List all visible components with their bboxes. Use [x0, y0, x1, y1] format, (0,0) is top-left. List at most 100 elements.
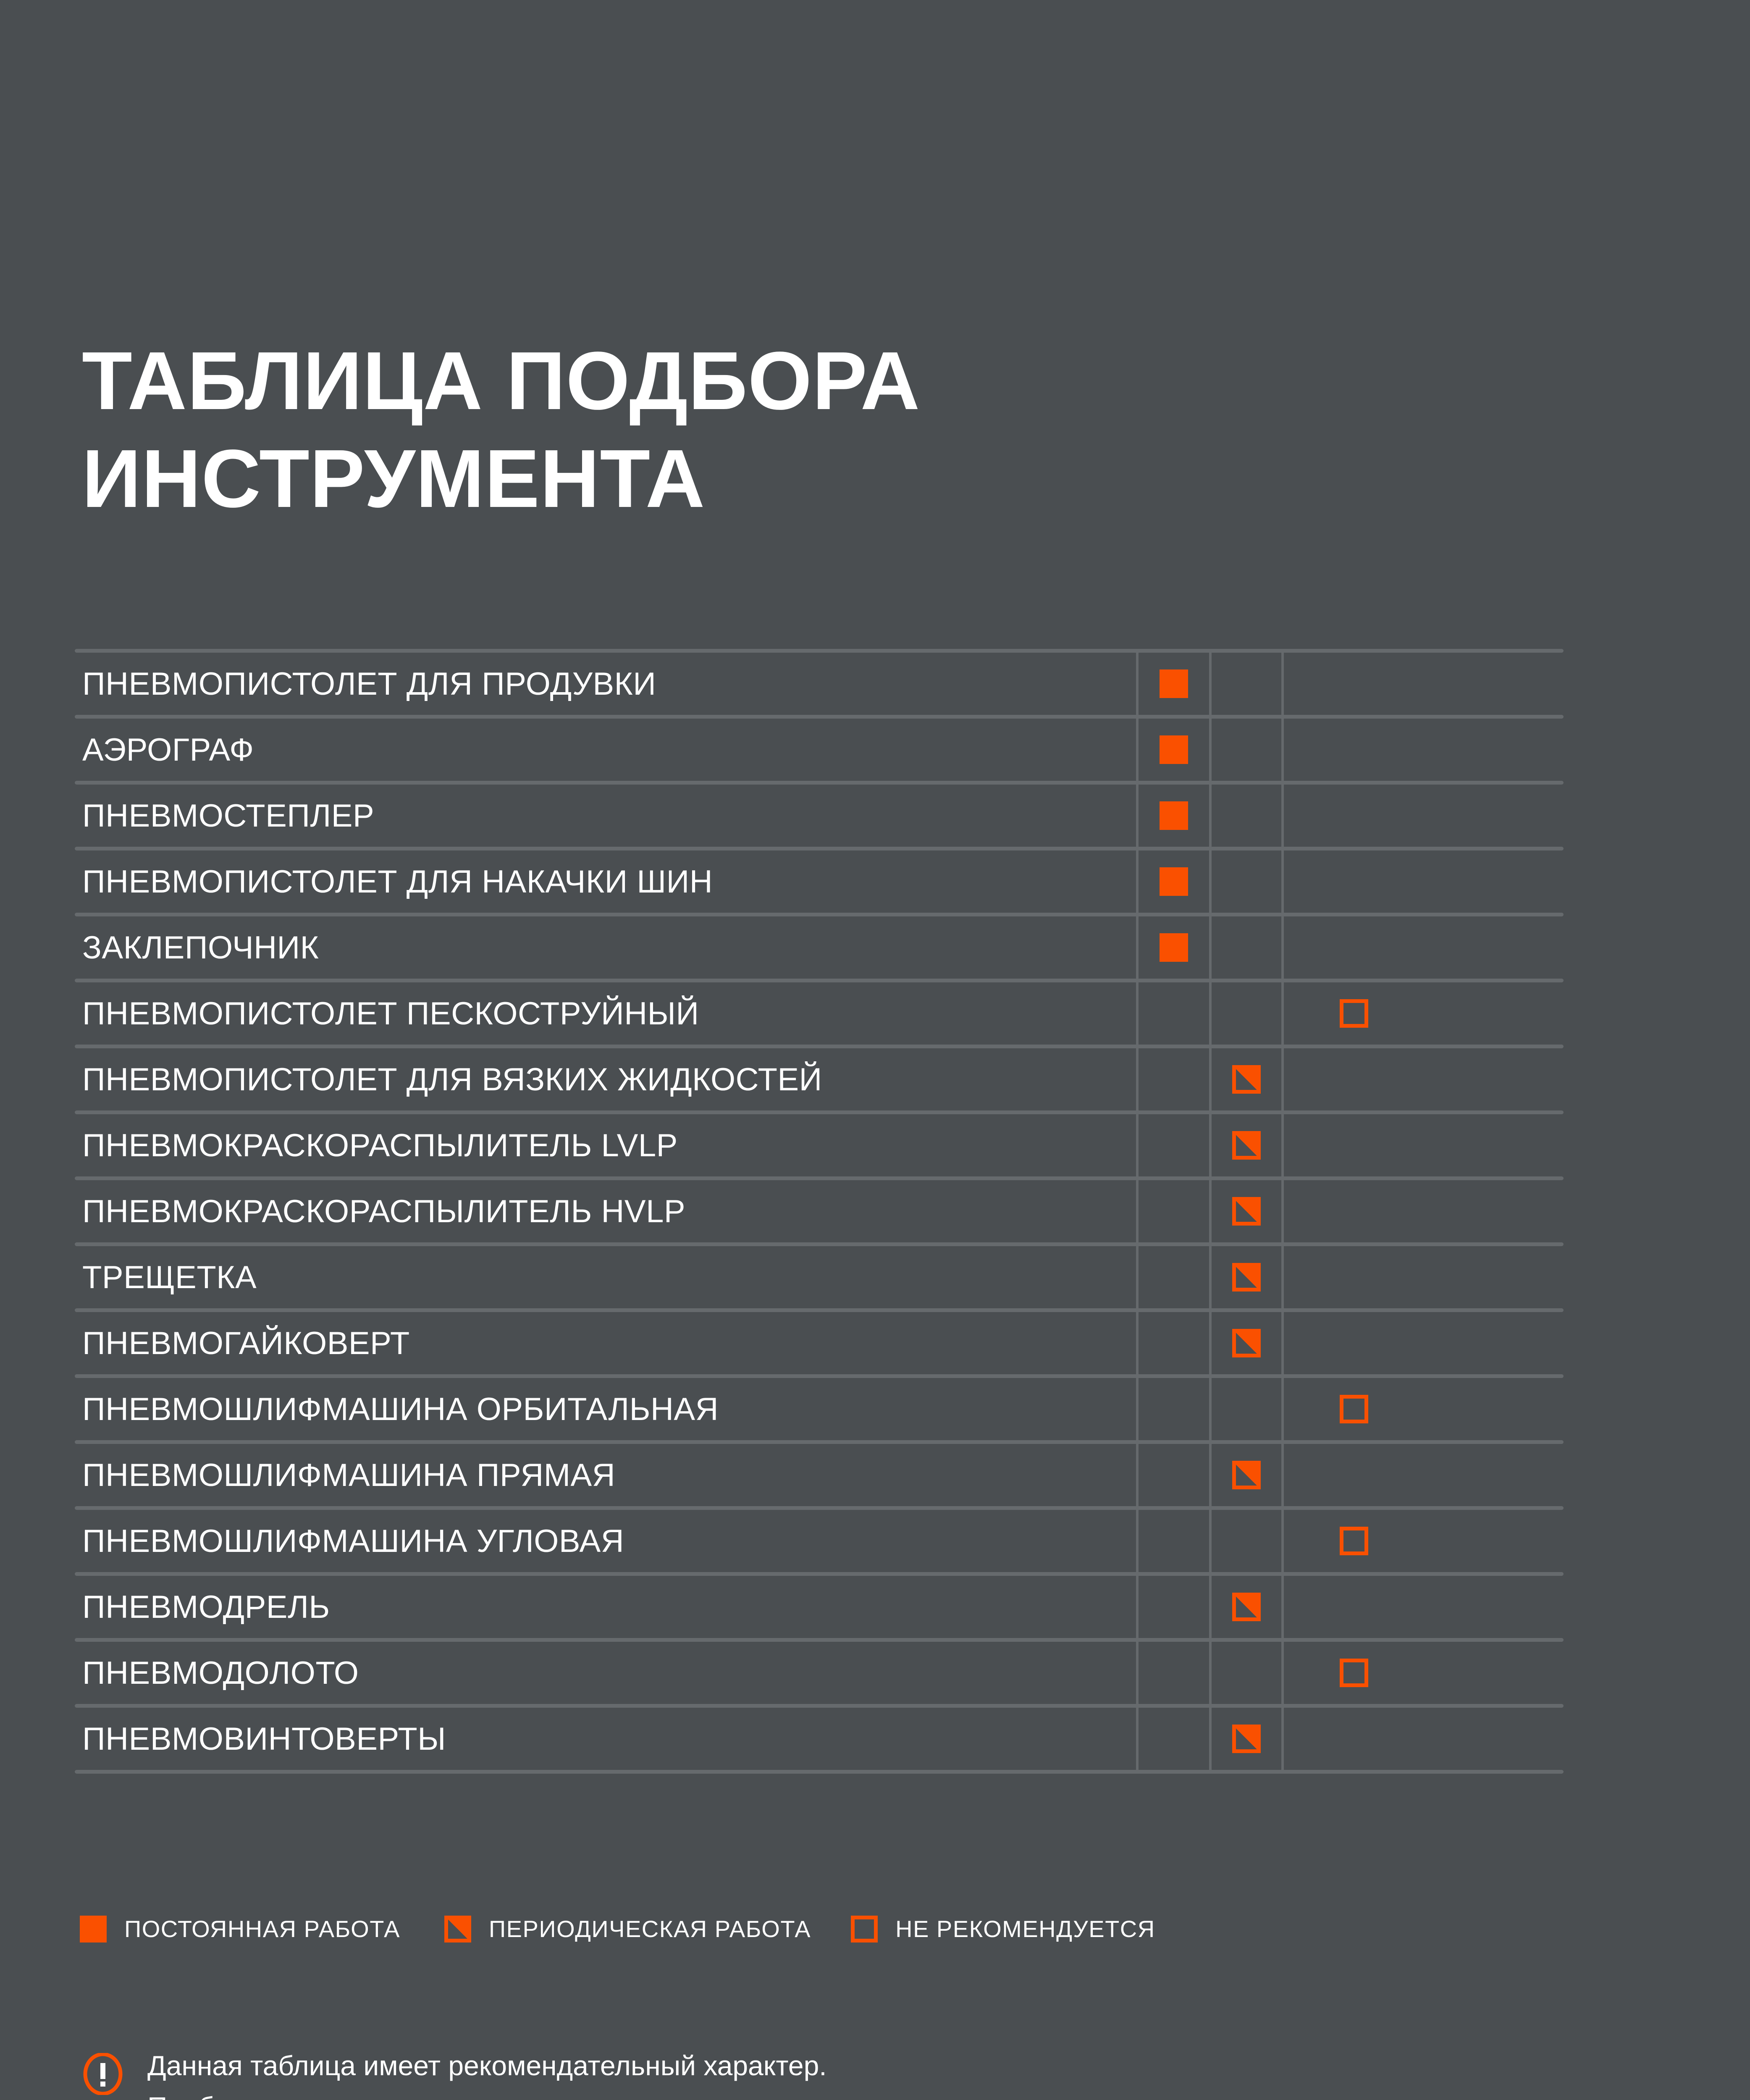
empty-mark — [1160, 1065, 1188, 1094]
tool-name: ПНЕВМОПИСТОЛЕТ ДЛЯ ВЯЗКИХ ЖИДКОСТЕЙ — [82, 1061, 822, 1097]
mark-cell-col3[interactable] — [1281, 1312, 1424, 1374]
mark-cell-col1[interactable] — [1136, 916, 1209, 979]
mark-cell-col2[interactable] — [1209, 785, 1281, 847]
mark-cell-col2[interactable] — [1209, 1048, 1281, 1110]
mark-cell-col2[interactable] — [1209, 1576, 1281, 1638]
empty-mark — [1232, 735, 1261, 764]
mark-cell-col2[interactable] — [1209, 1444, 1281, 1506]
empty-mark — [1160, 1395, 1188, 1423]
table-row[interactable]: ПНЕВМОШЛИФМАШИНА ПРЯМАЯ — [75, 1444, 1564, 1506]
table-row[interactable]: ПНЕВМОДРЕЛЬ — [75, 1576, 1564, 1638]
mark-cell-col3[interactable] — [1281, 1708, 1424, 1770]
solid-legend-icon — [80, 1915, 107, 1942]
mark-cell-col1[interactable] — [1136, 1312, 1209, 1374]
mark-cell-col2[interactable] — [1209, 1312, 1281, 1374]
mark-cell-col2[interactable] — [1209, 1510, 1281, 1572]
tool-selection-table: ПНЕВМОПИСТОЛЕТ ДЛЯ ПРОДУВКИ АЭРОГРАФ ПНЕВМ… — [75, 649, 1564, 1774]
mark-cell-col2[interactable] — [1209, 1180, 1281, 1242]
mark-cell-col2[interactable] — [1209, 1708, 1281, 1770]
table-row[interactable]: ПНЕВМОШЛИФМАШИНА ОРБИТАЛЬНАЯ — [75, 1378, 1564, 1440]
mark-cell-col3[interactable] — [1281, 1114, 1424, 1176]
table-row[interactable]: ПНЕВМОДОЛОТО — [75, 1642, 1564, 1704]
half-mark-icon — [1232, 1197, 1261, 1226]
table-row[interactable]: ЗАКЛЕПОЧНИК — [75, 916, 1564, 979]
mark-cell-col1[interactable] — [1136, 1048, 1209, 1110]
mark-cell-col3[interactable] — [1281, 1444, 1424, 1506]
tool-name: ПНЕВМОПИСТОЛЕТ ДЛЯ ПРОДУВКИ — [82, 666, 656, 702]
footnote-text: Данная таблица имеет рекомендательный ха… — [147, 2045, 951, 2100]
mark-cell-col2[interactable] — [1209, 719, 1281, 781]
tool-name: ПНЕВМОПИСТОЛЕТ ДЛЯ НАКАЧКИ ШИН — [82, 864, 713, 900]
mark-cell-col1[interactable] — [1136, 1114, 1209, 1176]
mark-cell-col3[interactable] — [1281, 1576, 1424, 1638]
table-row[interactable]: ПНЕВМОКРАСКОРАСПЫЛИТЕЛЬ LVLP — [75, 1114, 1564, 1176]
table-row[interactable]: ПНЕВМОГАЙКОВЕРТ — [75, 1312, 1564, 1374]
table-rule — [75, 1572, 1564, 1576]
footnote-line-2: Подбор зависит от характеристик самого п… — [147, 2087, 951, 2100]
mark-cell-col2[interactable] — [1209, 916, 1281, 979]
solid-mark-icon — [1160, 933, 1188, 962]
table-row[interactable]: АЭРОГРАФ — [75, 719, 1564, 781]
table-row[interactable]: ПНЕВМОВИНТОВЕРТЫ — [75, 1708, 1564, 1770]
mark-cell-col1[interactable] — [1136, 653, 1209, 715]
table-rule — [75, 1506, 1564, 1510]
empty-mark — [1160, 1197, 1188, 1226]
mark-cell-col3[interactable] — [1281, 653, 1424, 715]
tool-name: ПНЕВМОДОЛОТО — [82, 1655, 359, 1691]
mark-cell-col3[interactable] — [1281, 1180, 1424, 1242]
mark-cell-col2[interactable] — [1209, 982, 1281, 1045]
mark-cell-col1[interactable] — [1136, 1180, 1209, 1242]
mark-cell-col3[interactable] — [1281, 1642, 1424, 1704]
half-mark-icon — [1232, 1263, 1261, 1292]
mark-cell-col1[interactable] — [1136, 1510, 1209, 1572]
table-top-rule — [75, 649, 1564, 653]
table-row[interactable]: ТРЕЩЕТКА — [75, 1246, 1564, 1308]
table-row[interactable]: ПНЕВМОПИСТОЛЕТ ДЛЯ НАКАЧКИ ШИН — [75, 850, 1564, 913]
mark-cell-col3[interactable] — [1281, 916, 1424, 979]
mark-cell-col1[interactable] — [1136, 1642, 1209, 1704]
table-row[interactable]: ПНЕВМОПИСТОЛЕТ ДЛЯ ВЯЗКИХ ЖИДКОСТЕЙ — [75, 1048, 1564, 1110]
mark-cell-col2[interactable] — [1209, 850, 1281, 913]
hollow-mark-icon — [1340, 1527, 1368, 1555]
mark-cell-col3[interactable] — [1281, 1510, 1424, 1572]
table-row[interactable]: ПНЕВМОПИСТОЛЕТ ДЛЯ ПРОДУВКИ — [75, 653, 1564, 715]
table-row[interactable]: ПНЕВМОПИСТОЛЕТ ПЕСКОСТРУЙНЫЙ — [75, 982, 1564, 1045]
mark-cell-col3[interactable] — [1281, 1378, 1424, 1440]
mark-cell-col3[interactable] — [1281, 785, 1424, 847]
hollow-mark-icon — [1340, 1659, 1368, 1687]
tool-name: ТРЕЩЕТКА — [82, 1259, 257, 1295]
mark-cell-col1[interactable] — [1136, 785, 1209, 847]
mark-cell-col1[interactable] — [1136, 1444, 1209, 1506]
mark-cell-col2[interactable] — [1209, 1246, 1281, 1308]
mark-cell-col1[interactable] — [1136, 982, 1209, 1045]
mark-cell-col3[interactable] — [1281, 850, 1424, 913]
mark-cell-col3[interactable] — [1281, 1246, 1424, 1308]
tool-name: АЭРОГРАФ — [82, 732, 254, 768]
legend-label: ПОСТОЯННАЯ РАБОТА — [124, 1916, 400, 1942]
mark-cell-col3[interactable] — [1281, 1048, 1424, 1110]
table-rule — [75, 1242, 1564, 1246]
mark-cell-col1[interactable] — [1136, 850, 1209, 913]
mark-cell-col2[interactable] — [1209, 1114, 1281, 1176]
mark-cell-col1[interactable] — [1136, 1246, 1209, 1308]
mark-cell-col1[interactable] — [1136, 719, 1209, 781]
legend-item-hollow: НЕ РЕКОМЕНДУЕТСЯ — [851, 1915, 1155, 1942]
solid-mark-icon — [1160, 867, 1188, 896]
table-row[interactable]: ПНЕВМОШЛИФМАШИНА УГЛОВАЯ — [75, 1510, 1564, 1572]
empty-mark — [1340, 1065, 1368, 1094]
table-row[interactable]: ПНЕВМОСТЕПЛЕР — [75, 785, 1564, 847]
tool-name: ПНЕВМОДРЕЛЬ — [82, 1589, 330, 1625]
mark-cell-col2[interactable] — [1209, 1378, 1281, 1440]
table-row[interactable]: ПНЕВМОКРАСКОРАСПЫЛИТЕЛЬ HVLP — [75, 1180, 1564, 1242]
mark-cell-col2[interactable] — [1209, 1642, 1281, 1704]
empty-mark — [1232, 669, 1261, 698]
mark-cell-col1[interactable] — [1136, 1708, 1209, 1770]
mark-cell-col1[interactable] — [1136, 1378, 1209, 1440]
mark-cell-col3[interactable] — [1281, 982, 1424, 1045]
mark-cell-col1[interactable] — [1136, 1576, 1209, 1638]
empty-mark — [1160, 1725, 1188, 1753]
mark-cell-col2[interactable] — [1209, 653, 1281, 715]
empty-mark — [1340, 801, 1368, 830]
mark-cell-col3[interactable] — [1281, 719, 1424, 781]
half-mark-icon — [1232, 1593, 1261, 1621]
